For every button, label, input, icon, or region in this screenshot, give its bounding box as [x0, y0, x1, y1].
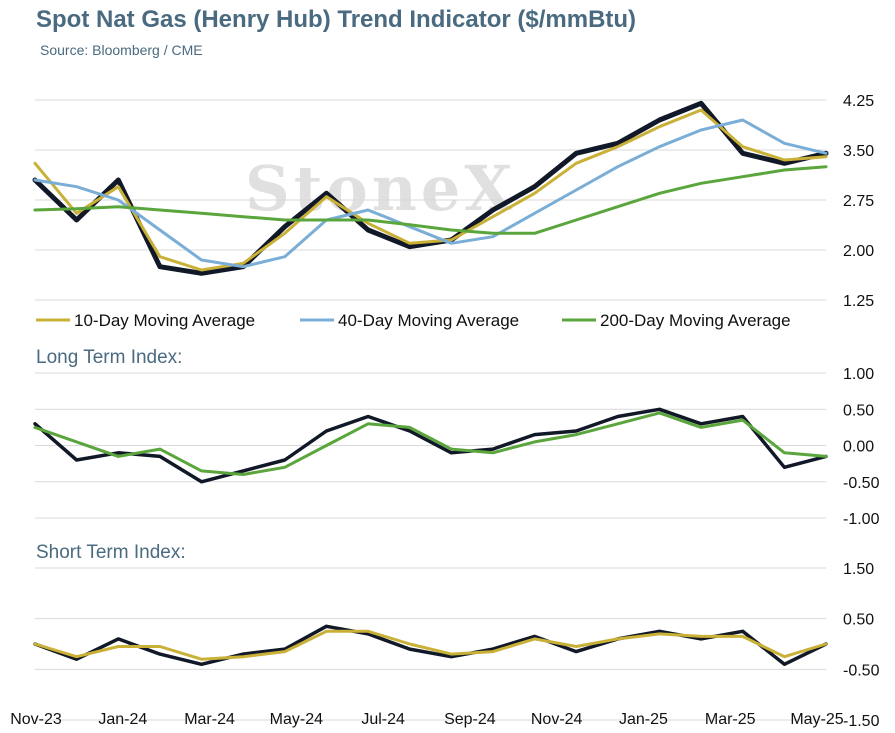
x-tick-label: Mar-24 [184, 711, 235, 728]
price-y-tick-label: 2.00 [843, 243, 874, 260]
legend-label-200-day-moving-average: 200-Day Moving Average [600, 311, 791, 330]
short-panel-title: Short Term Index: [36, 542, 186, 563]
long-series-signal-line [33, 411, 828, 476]
long-series-index-line [33, 407, 828, 484]
short-y-tick-label: -0.50 [843, 662, 880, 679]
long-y-tick-label: -1.00 [843, 511, 880, 528]
long-panel-title: Long Term Index: [36, 347, 182, 368]
long-y-tick-label: 0.50 [843, 402, 874, 419]
long-y-tick-label: -0.50 [843, 475, 880, 492]
chart-source: Source: Bloomberg / CME [40, 42, 203, 58]
short-series-signal-line [33, 629, 828, 661]
price-series-40-day-moving-average-line [33, 118, 828, 269]
price-series-spot-line [32, 100, 829, 276]
x-tick-label: Nov-24 [531, 711, 583, 728]
price-series-10-day-moving-average-line [33, 108, 828, 272]
short-y-tick-label: -1.50 [843, 713, 880, 730]
long-y-tick-label: 0.00 [843, 439, 874, 456]
price-y-tick-label: 4.25 [843, 93, 874, 110]
x-tick-label: Jul-24 [361, 711, 405, 728]
x-tick-label: May-24 [270, 711, 323, 728]
price-y-tick-label: 3.50 [843, 143, 874, 160]
short-y-tick-label: 1.50 [843, 561, 874, 578]
price-y-tick-label: 1.25 [843, 293, 874, 310]
price-series-200-day-moving-average-line [33, 165, 828, 235]
x-tick-label: Mar-25 [705, 711, 756, 728]
x-tick-label: Nov-23 [10, 711, 62, 728]
x-tick-label: Jan-24 [98, 711, 147, 728]
price-y-tick-label: 2.75 [843, 193, 874, 210]
legend-label-40-day-moving-average: 40-Day Moving Average [338, 311, 519, 330]
x-tick-label: May-25 [790, 711, 843, 728]
short-series-index-line [33, 624, 828, 667]
x-tick-label: Sep-24 [444, 711, 496, 728]
x-tick-label: Jan-25 [619, 711, 668, 728]
short-y-tick-label: 0.50 [843, 612, 874, 629]
chart-title: Spot Nat Gas (Henry Hub) Trend Indicator… [36, 6, 637, 33]
legend-label-10-day-moving-average: 10-Day Moving Average [74, 311, 255, 330]
long-y-tick-label: 1.00 [843, 366, 874, 383]
